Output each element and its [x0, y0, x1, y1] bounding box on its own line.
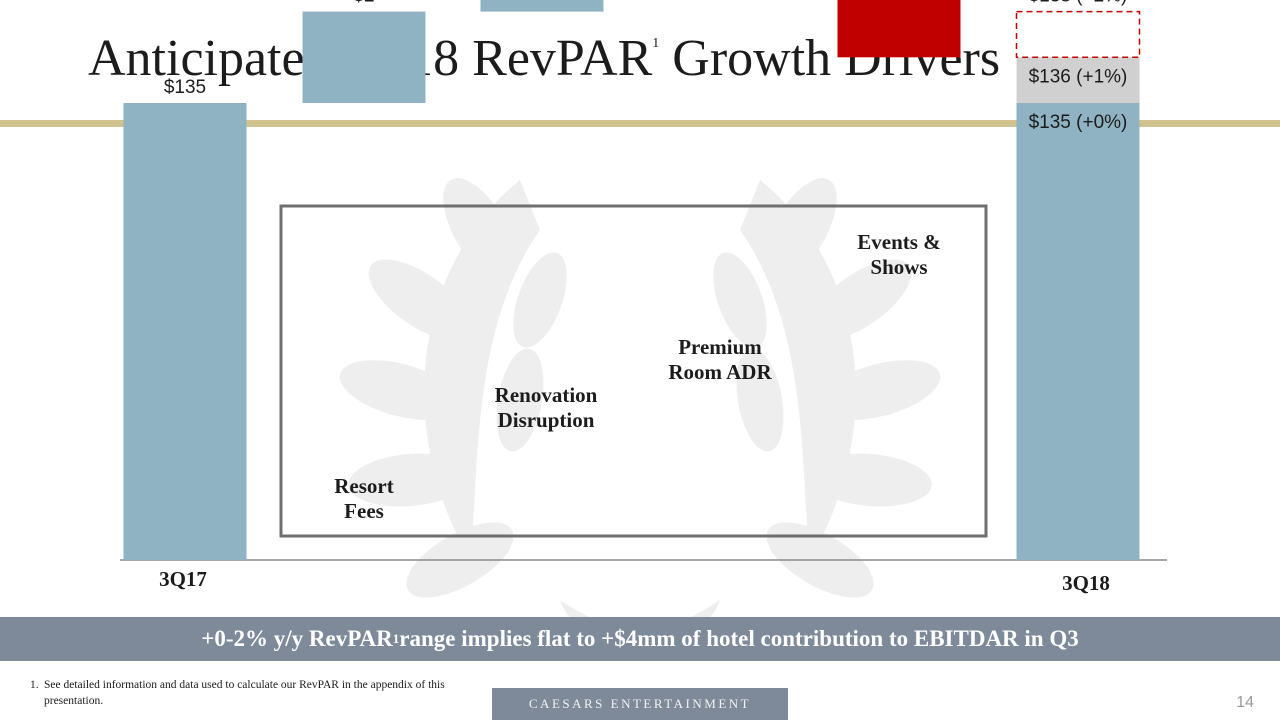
category-label-events-shows-1: Shows	[870, 255, 927, 279]
bar-4	[837, 0, 961, 58]
footnote-number: 1.	[30, 679, 39, 691]
summary-banner: +0-2% y/y RevPAR 1 range implies flat to …	[0, 617, 1280, 661]
final-segment-0	[1016, 103, 1140, 560]
category-label-3q17-0: 3Q17	[159, 567, 207, 591]
bar-2	[480, 0, 604, 12]
page-number: 14	[1236, 694, 1254, 711]
bar-1	[302, 11, 426, 104]
brand-logo: CAESARS ENTERTAINMENT	[492, 688, 788, 720]
category-label-events-shows-0: Events &	[857, 230, 940, 254]
category-label-premium-adr-0: Premium	[678, 335, 762, 359]
footnote: 1. See detailed information and data use…	[30, 678, 450, 709]
category-label-resort-fees-0: Resort	[334, 474, 393, 498]
category-label-3q18-0: 3Q18	[1062, 571, 1110, 595]
value-label-1: $2	[353, 0, 374, 7]
final-segment-1	[1016, 57, 1140, 103]
value-label-0: $135	[164, 77, 206, 98]
final-total-label: $138 (+2%)	[1029, 0, 1128, 7]
final-segment-label-0: $135 (+0%)	[1029, 112, 1128, 133]
bar-0	[123, 103, 247, 560]
final-segment-2	[1015, 10, 1141, 59]
value-label-4: ($3)	[881, 0, 917, 1]
drivers-bracket	[279, 204, 988, 538]
category-label-resort-fees-1: Fees	[344, 499, 384, 523]
title-divider	[0, 120, 1280, 127]
category-label-premium-adr-1: Room ADR	[668, 360, 772, 384]
footnote-text: See detailed information and data used t…	[44, 679, 445, 707]
category-label-renovation-1: Disruption	[498, 408, 595, 432]
category-label-renovation-0: Renovation	[495, 383, 598, 407]
final-segment-label-1: $136 (+1%)	[1029, 66, 1128, 87]
